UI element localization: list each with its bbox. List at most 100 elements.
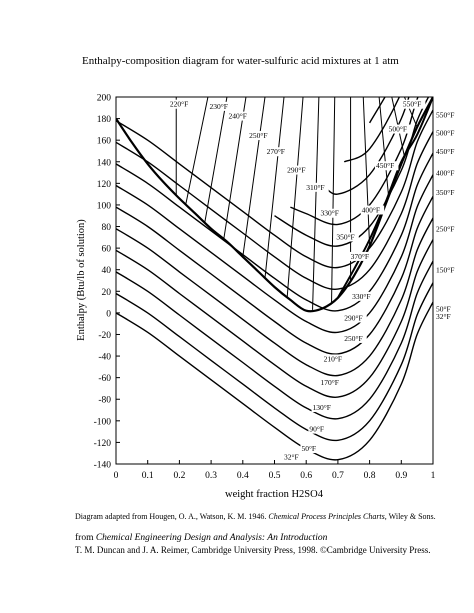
label-layer: 220°F 230°F240°F250°F270°F290°F310°F330°F… <box>168 99 454 462</box>
axes-layer: 0 0.1 0.2 0.3 0.4 0.5 0.6 0.7 0.8 0.9 1 -140 -120 -10… <box>94 94 436 482</box>
credit-adapted-prefix: Diagram adapted from Hougen, O. A., Wats… <box>75 512 267 521</box>
isotherm-label-bg <box>351 291 375 301</box>
isotherm-label-bg <box>227 111 252 121</box>
isotherm-label-bg <box>286 165 310 175</box>
y-tick-label: -40 <box>98 353 111 363</box>
isotherm-label: 310°F <box>306 183 324 192</box>
isotherm-label-bg <box>374 161 399 171</box>
isotherm-32f <box>116 301 433 461</box>
isotherm-label: 170°F <box>320 378 338 387</box>
isotherm-210f <box>116 109 433 269</box>
isotherm-350f <box>321 97 410 195</box>
y-tick-label: 120 <box>97 180 112 190</box>
y-tick-label: -80 <box>98 396 111 406</box>
isotherm-550f <box>401 0 433 15</box>
isotherm-label-bg <box>305 182 329 192</box>
tie-line <box>185 97 209 205</box>
isotherm-250f <box>274 97 430 247</box>
isotherm-50f <box>116 282 433 442</box>
isotherm-label: 500°F <box>389 125 407 134</box>
isotherm-label: 330°F <box>352 292 370 301</box>
isotherm-label: 330°F <box>320 209 338 218</box>
x-tick-label: 1 <box>431 471 436 481</box>
isotherm-label-bg <box>343 333 367 343</box>
isotherm-label: 220°F <box>170 100 188 109</box>
right-isotherm-label: 550°F <box>436 110 454 119</box>
tie-line <box>331 97 336 303</box>
credit-adapted: Diagram adapted from Hougen, O. A., Wats… <box>75 512 436 521</box>
isotherm-110f <box>116 217 433 377</box>
credit-adapted-suffix: , Wiley & Sons. <box>384 512 436 521</box>
right-isotherm-label: 400°F <box>436 169 454 178</box>
credit-book-title: Chemical Engineering Design and Analysis… <box>95 533 328 543</box>
tie-line <box>242 97 266 257</box>
isotherm-190f <box>116 131 433 290</box>
isotherm-130f <box>116 195 433 355</box>
isotherm-label-bg <box>300 444 320 454</box>
isotherm-label-bg <box>248 131 272 141</box>
isotherm-label-bg <box>283 452 303 462</box>
isotherm-label-bg <box>319 378 343 388</box>
x-tick-label: 0.4 <box>237 471 249 481</box>
tie-line <box>312 97 320 310</box>
y-tick-label: -60 <box>98 374 111 384</box>
isotherm-label: 130°F <box>313 403 331 412</box>
curve-layer <box>116 0 433 461</box>
y-tick-label: 160 <box>97 137 112 147</box>
isotherm-label-bg <box>343 313 367 323</box>
isotherm-label: 450°F <box>376 161 394 170</box>
y-tick-label: 80 <box>102 223 112 233</box>
right-isotherm-label: 50°F <box>436 305 451 314</box>
isotherm-label-bg <box>335 232 359 242</box>
y-tick-label: 140 <box>97 158 112 168</box>
isotherm-170f <box>116 152 433 312</box>
x-tick-label: 0.6 <box>300 471 312 481</box>
y-tick-label: 60 <box>102 245 112 255</box>
isotherm-label: 32°F <box>284 453 299 462</box>
tie-line <box>286 97 304 298</box>
isotherm-label-bg <box>349 251 374 261</box>
right-isotherm-label: 450°F <box>436 147 454 156</box>
x-tick-label: 0.9 <box>395 471 407 481</box>
isotherm-label: 230°F <box>210 102 228 111</box>
x-axis-label: weight fraction H2SO4 <box>225 489 324 500</box>
credit-from: from Chemical Engineering Design and Ana… <box>75 533 327 543</box>
isotherm-label-bg <box>322 354 347 364</box>
isotherm-label: 400°F <box>362 205 380 214</box>
isotherm-label-bg <box>319 208 343 218</box>
isotherm-label: 290°F <box>344 313 362 322</box>
isotherm-label: 50°F <box>301 444 316 453</box>
credit-adapted-title: Chemical Process Principles Charts <box>268 512 385 521</box>
isotherm-label-bg <box>208 101 233 111</box>
y-tick-label: 20 <box>102 288 112 298</box>
isotherm-label: 270°F <box>267 147 285 156</box>
isotherm-label: 550°F <box>403 100 421 109</box>
isotherm-label: 240°F <box>229 112 247 121</box>
right-isotherm-label: 500°F <box>436 129 454 138</box>
isotherm-150f <box>116 174 433 334</box>
saturated-liquid-boundary <box>116 97 433 313</box>
credit-authors: T. M. Duncan and J. A. Reimer, Cambridge… <box>75 545 431 555</box>
credit-from-prefix: from <box>75 533 94 543</box>
y-tick-label: 200 <box>97 94 112 104</box>
isotherm-label-bg <box>265 147 290 157</box>
tie-line <box>223 97 247 240</box>
isotherm-70f <box>116 260 433 420</box>
isotherm-label: 250°F <box>249 131 267 140</box>
right-isotherm-label: 350°F <box>436 188 454 197</box>
right-isotherm-label: 250°F <box>436 225 454 234</box>
x-tick-label: 0 <box>114 471 119 481</box>
isotherm-label-bg <box>387 124 412 134</box>
tie-line <box>378 97 390 197</box>
y-tick-label: -20 <box>98 331 111 341</box>
y-tick-label: -140 <box>94 461 112 471</box>
isotherm-label-bg <box>308 424 328 434</box>
x-tick-label: 0.7 <box>332 471 344 481</box>
y-axis-label: Enthalpy (Btu/lb of solution) <box>76 219 87 341</box>
isotherm-label-bg <box>401 99 426 109</box>
y-tick-label: 180 <box>97 115 112 125</box>
y-tick-label: 40 <box>102 266 112 276</box>
y-tick-label: -120 <box>94 439 112 449</box>
isotherm-90f <box>116 239 433 398</box>
